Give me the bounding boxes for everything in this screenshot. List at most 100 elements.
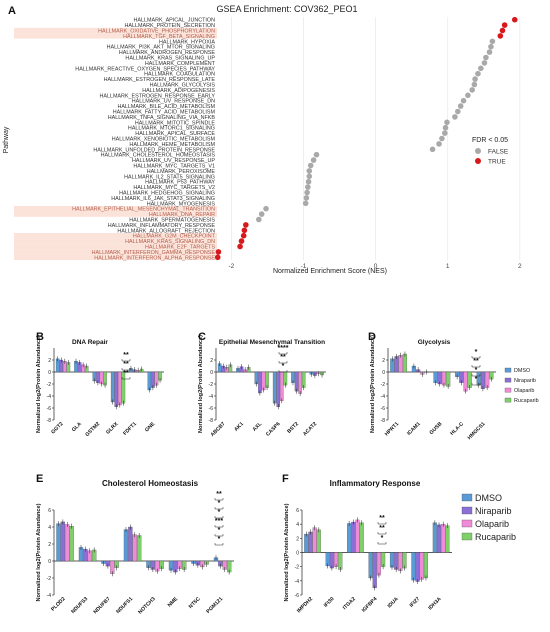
nes-point bbox=[471, 81, 478, 88]
y-tick-label: -4 bbox=[47, 593, 52, 599]
pathway-label: HALLMARK_E2F_TARGETS bbox=[145, 245, 215, 251]
legend-panel-f: DMSO Niraparib Olaparib Rucaparib bbox=[461, 493, 516, 542]
significance-label: * bbox=[218, 536, 221, 543]
significance-label: *** bbox=[215, 518, 223, 525]
panel-f: Inflammatory Response 6 4 2 0 -2 -4 -6 Normalize… bbox=[284, 479, 452, 614]
bar bbox=[355, 519, 360, 553]
pathway-label: HALLMARK_HEDGEHOG_SIGNALING bbox=[119, 191, 215, 197]
bar bbox=[419, 552, 424, 580]
nes-point bbox=[452, 114, 458, 120]
pathway-label: HALLMARK_PROTEIN_SECRETION bbox=[125, 23, 216, 29]
nes-point bbox=[263, 205, 269, 212]
significance-bracket bbox=[121, 368, 131, 371]
panel-label-E: E bbox=[36, 473, 43, 485]
category-label: HLA-C bbox=[449, 421, 465, 437]
bar bbox=[258, 371, 262, 394]
bar bbox=[137, 535, 142, 562]
bar bbox=[128, 526, 133, 562]
x-tick-label: -2 bbox=[229, 263, 235, 270]
panel-title: Cholesterol Homeostasis bbox=[102, 479, 199, 488]
y-tick-label: -2 bbox=[47, 576, 52, 582]
chart-title: GSEA Enrichment: COV362_PEO1 bbox=[216, 4, 357, 14]
panel-title: DNA Repair bbox=[72, 339, 108, 346]
pathway-label: HALLMARK_HEME_METABOLISM bbox=[129, 142, 215, 148]
pathway-label: HALLMARK_ADIPOGENESIS bbox=[142, 88, 215, 94]
legend-label: Niraparib bbox=[475, 506, 512, 516]
x-tick-label: 2 bbox=[518, 263, 522, 270]
nes-point bbox=[460, 97, 467, 104]
y-tick-label: -6 bbox=[381, 406, 386, 412]
pathway-label: HALLMARK_SPERMATOGENESIS bbox=[129, 218, 215, 224]
y-tick-label: -8 bbox=[381, 418, 386, 424]
x-axis-label: Normalized Enrichment Score (NES) bbox=[273, 268, 387, 275]
highlight-row bbox=[14, 243, 220, 250]
y-tick-label: -2 bbox=[209, 382, 214, 388]
significance-label: ** bbox=[123, 370, 129, 377]
category-label: GLRX bbox=[105, 421, 120, 436]
pathway-label: HALLMARK_BILE_ACID_METABOLISM bbox=[117, 104, 215, 110]
y-tick-label: -2 bbox=[381, 382, 386, 388]
pathway-label: HALLMARK_XENOBIOTIC_METABOLISM bbox=[112, 137, 216, 143]
category-label: NME bbox=[167, 596, 180, 609]
nes-point bbox=[307, 162, 314, 169]
nes-point bbox=[240, 232, 247, 239]
significance-label: **** bbox=[278, 345, 289, 352]
plot-area bbox=[217, 17, 527, 260]
pathway-label: HALLMARK_KRAS_SIGNALING_DN bbox=[125, 239, 215, 245]
y-axis-label: Normalized log2(Protein Abundance) bbox=[284, 503, 290, 601]
panel-d: Glycolysis 2 0 -2 -4 -6 -8 Normalized log2(Prot… bbox=[370, 335, 496, 441]
panel-a: -2 -1 0 1 2HALLMARK_APICAL_JUNCTIONHALLMARK_… bbox=[3, 4, 527, 275]
legend-swatch bbox=[504, 377, 512, 383]
significance-bracket bbox=[471, 365, 481, 368]
panel-label-F: F bbox=[282, 473, 289, 485]
significance-bracket bbox=[214, 525, 224, 528]
bar bbox=[445, 525, 450, 553]
y-tick-label: 2 bbox=[48, 542, 51, 548]
y-tick-label: -6 bbox=[47, 406, 52, 412]
nes-point bbox=[486, 49, 493, 55]
bar bbox=[60, 521, 66, 562]
category-label: NDUFS3 bbox=[70, 596, 89, 615]
nes-point bbox=[489, 38, 496, 45]
x-tick-label: -1 bbox=[301, 263, 307, 270]
pathway-label: HALLMARK_INTERFERON_ALPHA_RESPONSE bbox=[94, 255, 215, 261]
bar bbox=[118, 371, 122, 406]
significance-label: * bbox=[282, 363, 285, 370]
y-tick-label: 4 bbox=[296, 522, 299, 528]
bar bbox=[376, 552, 381, 576]
significance-bracket bbox=[214, 507, 224, 510]
y-tick-label: -8 bbox=[47, 418, 52, 424]
pathway-label: HALLMARK_INFLAMMATORY_RESPONSE bbox=[108, 223, 216, 229]
bar bbox=[69, 526, 74, 562]
highlight-row bbox=[14, 33, 220, 39]
nes-point bbox=[306, 168, 313, 174]
significance-label: ** bbox=[280, 354, 286, 361]
significance-label: ** bbox=[123, 361, 129, 368]
pathway-label: HALLMARK_MYC_TARGETS_V2 bbox=[133, 185, 215, 191]
significance-label: * bbox=[475, 367, 478, 374]
legend-label: FALSE bbox=[488, 149, 509, 156]
pathway-label: HALLMARK_GLYCOLYSIS bbox=[150, 83, 216, 89]
significance-bracket bbox=[214, 543, 224, 546]
pathway-label: HALLMARK_UNFOLDED_PROTEIN_RESPONSE bbox=[93, 147, 215, 153]
panel-b: DNA Repair 2 0 -2 -4 -6 -8 Normalized log2(Prot… bbox=[36, 335, 164, 438]
legend-label: DMSO bbox=[514, 368, 530, 374]
bar bbox=[280, 371, 284, 401]
pathway-label: HALLMARK_P53_PATHWAY bbox=[145, 180, 215, 186]
y-tick-label: -4 bbox=[381, 394, 386, 400]
y-tick-label: 0 bbox=[48, 559, 51, 565]
nes-point bbox=[488, 43, 494, 50]
legend-label: Rucaparib bbox=[475, 532, 516, 542]
significance-bracket bbox=[377, 542, 387, 545]
bar bbox=[398, 552, 403, 572]
nes-point bbox=[442, 130, 448, 136]
significance-bracket bbox=[377, 522, 387, 525]
bar bbox=[415, 552, 420, 582]
bar bbox=[261, 371, 266, 391]
nes-point bbox=[429, 146, 436, 153]
bar bbox=[65, 524, 70, 562]
y-tick-label: 0 bbox=[296, 551, 299, 557]
legend-swatch bbox=[475, 158, 481, 164]
legend-label: DMSO bbox=[475, 493, 502, 503]
category-label: AK1 bbox=[233, 421, 245, 433]
